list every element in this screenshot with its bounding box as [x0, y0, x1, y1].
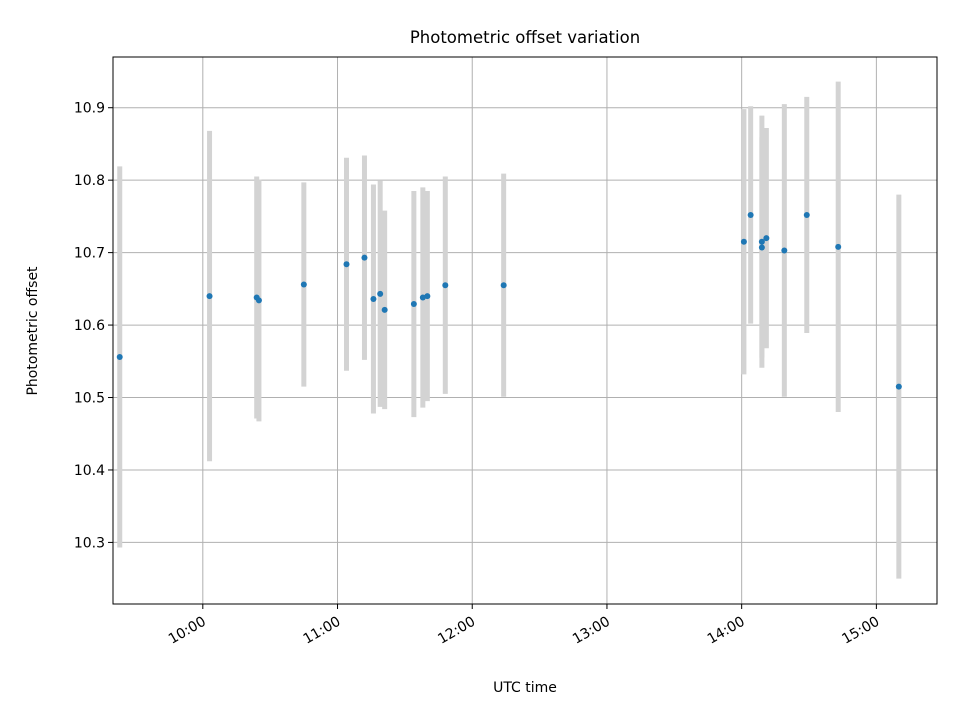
data-point	[835, 243, 842, 250]
y-axis-ticks: 10.3 10.4 10.5 10.6 10.7 10.8 10.9	[74, 101, 113, 551]
data-point	[116, 353, 123, 360]
data-point	[206, 293, 213, 300]
x-axis-label: UTC time	[493, 680, 557, 696]
data-point	[442, 282, 449, 289]
y-tick-label: 10.3	[74, 535, 105, 551]
y-tick-label: 10.7	[74, 246, 105, 262]
data-point	[377, 290, 384, 297]
grid-lines	[113, 57, 937, 604]
data-point	[758, 238, 765, 245]
plot-frame	[112, 56, 938, 605]
data-point	[895, 383, 902, 390]
chart-title: Photometric offset variation	[410, 28, 640, 47]
data-point	[370, 295, 377, 302]
data-point	[763, 235, 770, 242]
data-point	[255, 297, 262, 304]
data-point	[300, 281, 307, 288]
data-point	[381, 306, 388, 313]
data-point	[803, 211, 810, 218]
data-point	[740, 238, 747, 245]
y-tick-label: 10.4	[74, 463, 105, 479]
data-points	[116, 211, 902, 390]
data-point	[343, 261, 350, 268]
data-point	[424, 293, 431, 300]
data-point	[758, 244, 765, 251]
y-tick-label: 10.8	[74, 173, 105, 189]
y-axis-label: Photometric offset	[25, 266, 41, 396]
y-tick-label: 10.9	[74, 101, 105, 117]
data-point	[781, 247, 788, 254]
data-point	[410, 301, 417, 308]
y-tick-label: 10.6	[74, 318, 105, 334]
y-tick-label: 10.5	[74, 391, 105, 407]
data-point	[747, 211, 754, 218]
data-point	[361, 254, 368, 261]
data-point	[500, 282, 507, 289]
